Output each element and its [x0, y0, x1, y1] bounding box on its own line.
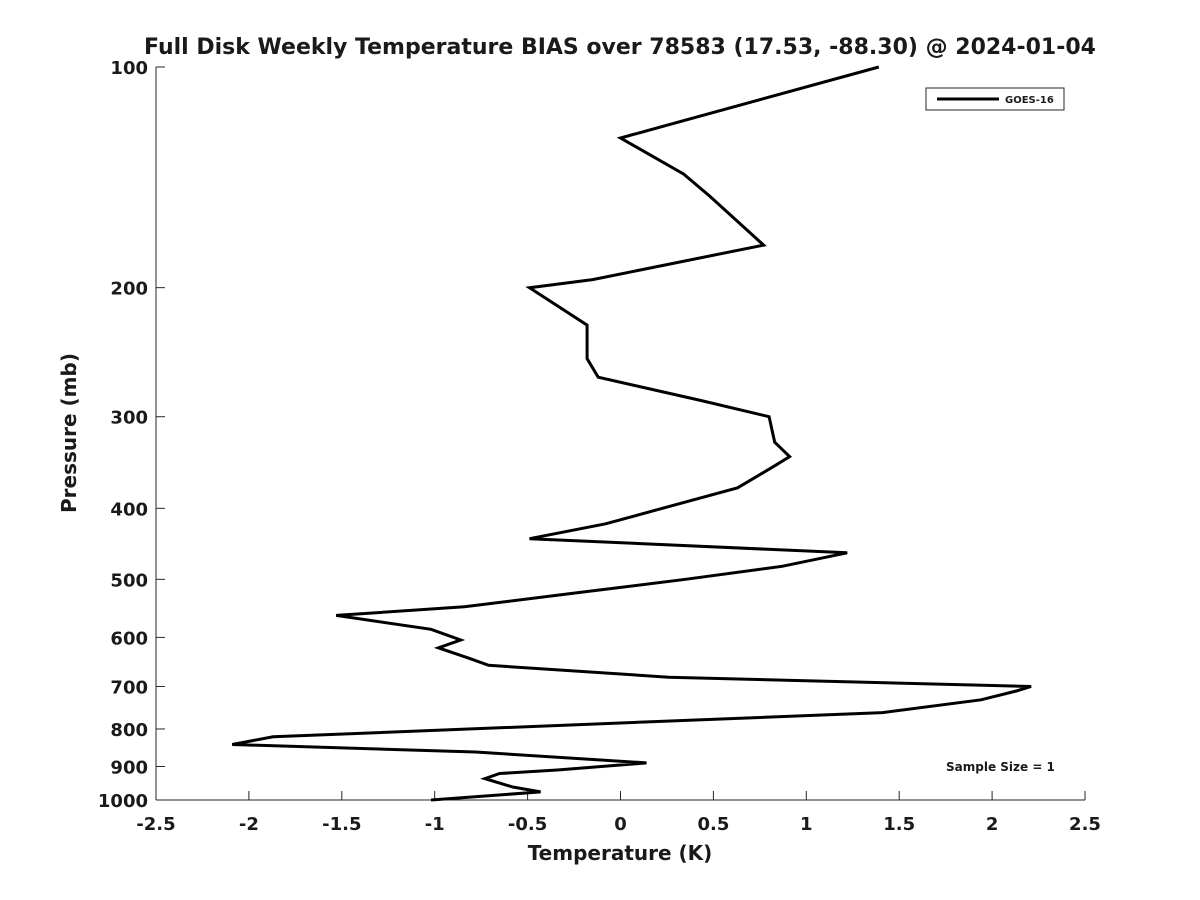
- y-tick-label: 100: [110, 58, 148, 79]
- y-tick-label: 400: [110, 499, 148, 520]
- series-line-goes-16: [231, 65, 1032, 802]
- x-tick-label: -0.5: [508, 814, 547, 835]
- y-tick-label: 700: [110, 677, 148, 698]
- plot-area: -2.5 -2 -1.5 -1 -0.5 0 0.5 1 1.5 2 2.5 100 200 300 400…: [98, 58, 1101, 835]
- x-tick-label: 1: [800, 814, 813, 835]
- chart-title: Full Disk Weekly Temperature BIAS over 7…: [144, 35, 1096, 60]
- x-tick-label: -1: [425, 814, 445, 835]
- legend: GOES-16: [925, 87, 1065, 111]
- x-tick-label: 2.5: [1069, 814, 1101, 835]
- x-axis-label: Temperature (K): [528, 841, 713, 865]
- x-tick-label: 2: [986, 814, 999, 835]
- y-tick-label: 600: [110, 628, 148, 649]
- x-tick-label: 1.5: [883, 814, 915, 835]
- x-tick-label: -1.5: [322, 814, 361, 835]
- y-tick-label: 500: [110, 570, 148, 591]
- y-tick-label: 900: [110, 757, 148, 778]
- y-tick-label: 800: [110, 720, 148, 741]
- sample-size-annotation: Sample Size = 1: [946, 760, 1055, 774]
- x-tick-label: 0.5: [697, 814, 729, 835]
- y-tick-label: 1000: [98, 791, 148, 812]
- x-tick-label: 0: [614, 814, 627, 835]
- y-tick-label: 200: [110, 279, 148, 300]
- y-axis-label: Pressure (mb): [57, 353, 81, 513]
- x-tick-label: -2: [239, 814, 259, 835]
- legend-entry-goes-16: GOES-16: [1005, 95, 1054, 106]
- y-tick-label: 300: [110, 408, 148, 429]
- x-tick-label: -2.5: [136, 814, 175, 835]
